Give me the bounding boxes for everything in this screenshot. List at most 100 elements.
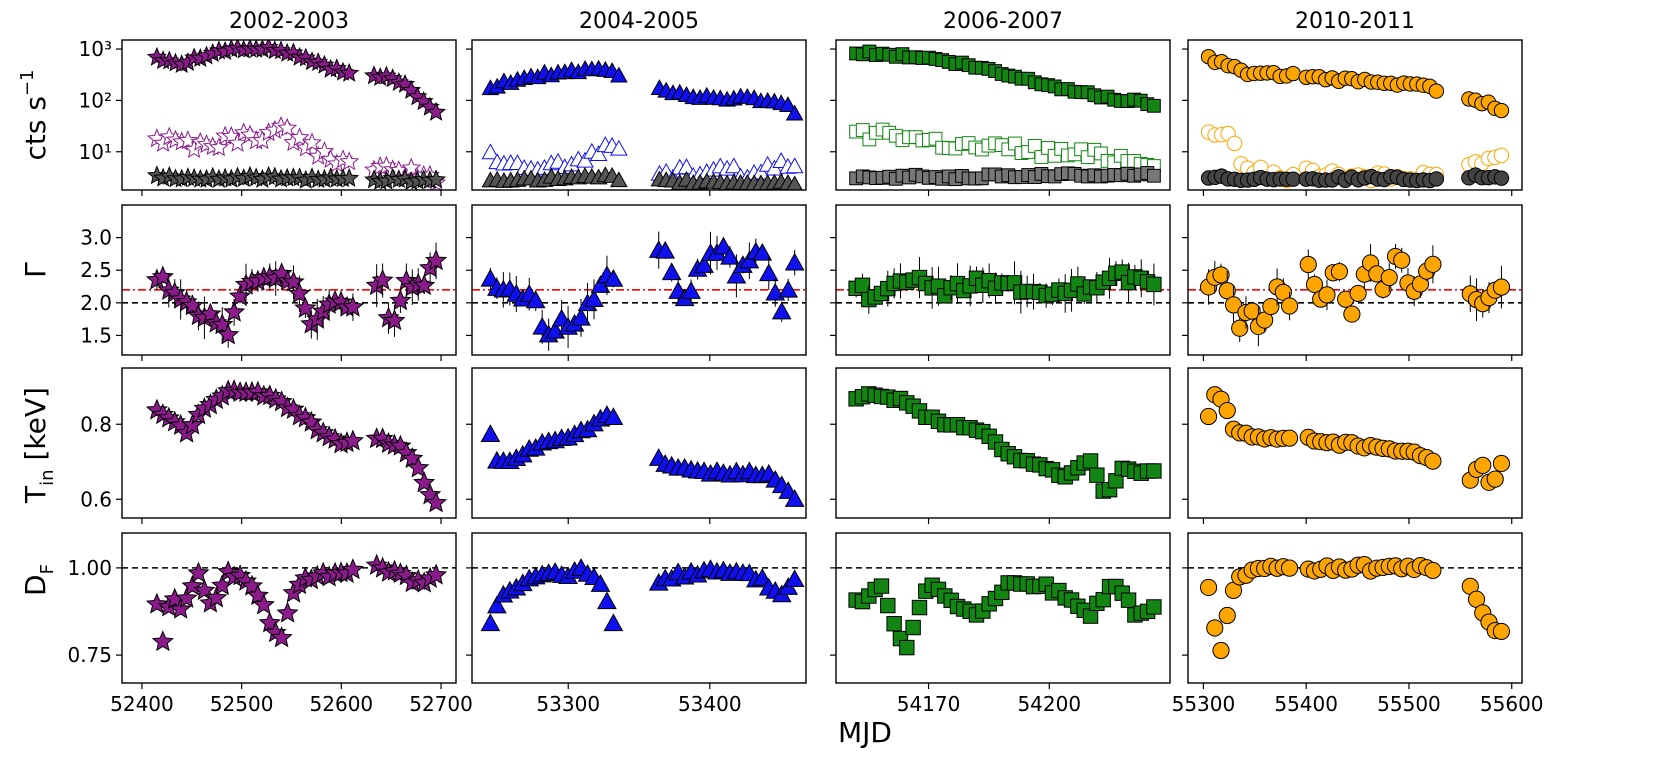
tin-point: [1280, 429, 1299, 447]
row-labels: cts s−1 Γ Tin [keV] DF: [17, 70, 58, 596]
y-tick-label: 10¹: [79, 140, 112, 164]
x-tick-label: 52700: [409, 692, 473, 716]
column-2004-2005: 2004-2005 53300 53400: [466, 9, 807, 716]
df-point: [1492, 622, 1511, 641]
df-point: [1212, 641, 1230, 660]
df-point: [1199, 578, 1218, 597]
df-point: [276, 601, 299, 623]
gamma-point: [571, 307, 591, 326]
panel-gamma: [830, 204, 1171, 361]
background-rate-point: [1147, 168, 1161, 183]
tin-point: [424, 491, 448, 513]
df-point: [1120, 592, 1137, 608]
hard-rate-point: [208, 137, 229, 157]
y-tick-label: 1.00: [67, 556, 112, 580]
tin-point: [181, 413, 204, 435]
panel-counts: [466, 39, 807, 196]
column-2006-2007: 2006-2007 54170 54200: [830, 9, 1171, 716]
gamma-point: [389, 289, 412, 311]
plot-area: [1188, 243, 1522, 347]
y-tick-label: 2.5: [80, 258, 112, 282]
gamma-point: [726, 265, 747, 284]
tin-point: [407, 456, 430, 478]
row-label: Γ: [19, 262, 52, 278]
hard-rate-point: [339, 151, 360, 171]
x-tick-label: 55300: [1172, 692, 1236, 716]
x-tick-label: 55600: [1480, 692, 1544, 716]
gamma-point: [784, 252, 805, 271]
gamma-point: [655, 240, 676, 259]
panel-frame: [121, 532, 457, 684]
column-2002-2003: 2002-2003 10¹ 10² 10³ 1.5 2.0 2.5 3.0 0.6 0.8 5240…: [67, 9, 472, 716]
df-point: [205, 586, 228, 608]
gamma-point: [720, 246, 740, 265]
df-point: [886, 616, 902, 632]
tin-point: [1486, 470, 1504, 488]
background-rate-point: [426, 169, 447, 189]
x-tick-label: 52400: [110, 692, 174, 716]
total-rate-point: [339, 62, 360, 82]
plot-area: [848, 386, 1162, 499]
gamma-point: [1280, 297, 1299, 315]
hard-rate-point: [1493, 147, 1510, 163]
df-point: [175, 586, 198, 608]
plot-area: [481, 59, 804, 190]
gamma-point: [282, 270, 305, 292]
background-rate-point: [1493, 170, 1510, 186]
gamma-point: [525, 290, 546, 309]
panel-frame: [471, 367, 807, 519]
plot-area: [145, 379, 448, 513]
x-tick-label: 53400: [678, 692, 742, 716]
x-tick-label: 55500: [1377, 692, 1441, 716]
row-label: DF: [19, 564, 58, 596]
df-point: [1206, 619, 1224, 637]
gamma-point: [383, 309, 406, 331]
gamma-point: [681, 281, 701, 299]
df-point: [590, 574, 611, 592]
hard-rate-point: [481, 143, 500, 160]
total-rate-point: [1147, 98, 1161, 113]
df-point: [873, 578, 890, 594]
panel-frame: [835, 367, 1171, 519]
row-label-sub: in: [37, 469, 58, 485]
panels-grid: 2002-2003 10¹ 10² 10³ 1.5 2.0 2.5 3.0 0.6 0.8 5240…: [67, 9, 1543, 716]
tin-point: [1492, 454, 1511, 473]
tin-point: [1082, 453, 1099, 469]
hard-rate-point: [1226, 135, 1243, 152]
gamma-point: [1318, 286, 1336, 304]
gamma-point: [758, 263, 779, 282]
gamma-point: [1224, 296, 1243, 314]
df-point: [341, 558, 364, 580]
panel-tin: 0.6 0.8: [80, 367, 457, 524]
plot-area: [1188, 556, 1522, 660]
row-label-sub: F: [37, 564, 58, 574]
df-point: [603, 613, 624, 632]
gamma-point: [223, 300, 246, 322]
x-tick-label: 52600: [310, 692, 374, 716]
plot-area: [836, 257, 1170, 314]
background-rate-point: [786, 175, 803, 190]
df-point: [1095, 591, 1111, 608]
gamma-point: [584, 289, 604, 308]
total-rate-point: [610, 66, 628, 83]
panel-frame: [1187, 532, 1523, 684]
df-point: [784, 569, 805, 588]
x-tick-label: 52500: [210, 692, 274, 716]
df-point: [145, 592, 168, 614]
gamma-point: [694, 255, 714, 273]
df-point: [187, 561, 210, 583]
gamma-point: [771, 301, 792, 320]
background-rate-point: [1428, 171, 1445, 187]
x-tick-label: 53300: [536, 692, 600, 716]
gamma-point: [151, 265, 174, 287]
y-tick-label: 3.0: [80, 226, 112, 250]
panel-counts: 10¹ 10² 10³: [79, 37, 457, 196]
panel-gamma: [466, 204, 807, 361]
column-title: 2002-2003: [229, 9, 349, 34]
tin-point: [1218, 401, 1236, 420]
plot-area: [480, 405, 805, 507]
gamma-point: [1299, 255, 1317, 274]
plot-area: [1200, 48, 1510, 189]
gamma-point: [217, 323, 240, 345]
y-tick-label: 2.0: [80, 291, 112, 315]
